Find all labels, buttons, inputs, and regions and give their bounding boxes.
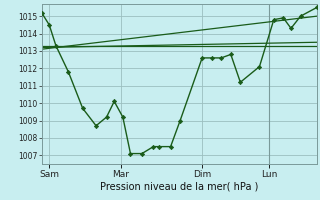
X-axis label: Pression niveau de la mer( hPa ): Pression niveau de la mer( hPa ) — [100, 181, 258, 191]
